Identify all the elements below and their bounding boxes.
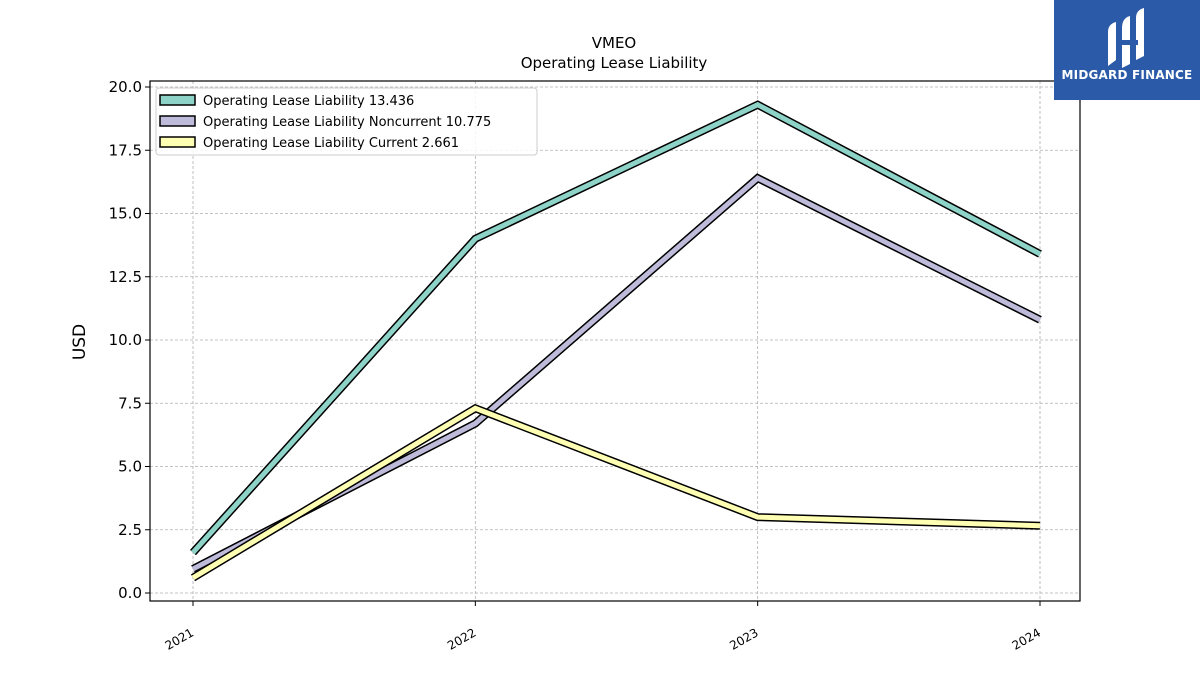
- series-outline: [190, 403, 1041, 582]
- y-tick-label: 7.5: [118, 394, 142, 412]
- y-tick-label: 20.0: [109, 78, 142, 96]
- y-tick-label: 5.0: [118, 458, 142, 476]
- y-tick-label: 15.0: [109, 205, 142, 223]
- series-line: [191, 101, 1042, 555]
- series-outline: [191, 173, 1042, 573]
- legend-swatch: [159, 94, 196, 106]
- x-tick-label: 2023: [727, 625, 760, 652]
- y-tick-label: 17.5: [109, 141, 142, 159]
- chart-subtitle: Operating Lease Liability: [521, 54, 708, 72]
- brand-logo: MIDGARD FINANCE: [1054, 0, 1200, 100]
- legend-label: Operating Lease Liability Current 2.661: [203, 136, 459, 151]
- series-line: [191, 175, 1042, 572]
- legend-label: Operating Lease Liability 13.436: [203, 94, 414, 109]
- series-line: [191, 405, 1041, 580]
- plot-frame: [149, 80, 1081, 602]
- logo-mark-icon: [1108, 8, 1144, 68]
- y-tick-label: 2.5: [118, 521, 142, 539]
- x-tick-label: 2021: [163, 625, 196, 652]
- logo-text: MIDGARD FINANCE: [1061, 68, 1193, 82]
- y-tick-label: 10.0: [109, 331, 142, 349]
- y-axis-label: USD: [70, 324, 90, 360]
- legend-swatch: [159, 115, 196, 127]
- legend-swatch: [159, 136, 196, 148]
- y-tick-label: 12.5: [109, 268, 142, 286]
- y-tick-label: 0.0: [118, 584, 142, 602]
- x-tick-label: 2024: [1010, 625, 1043, 652]
- legend-label: Operating Lease Liability Noncurrent 10.…: [203, 115, 491, 130]
- x-tick-label: 2022: [445, 625, 478, 652]
- chart-title: VMEO: [592, 34, 637, 52]
- legend-box: [155, 87, 538, 156]
